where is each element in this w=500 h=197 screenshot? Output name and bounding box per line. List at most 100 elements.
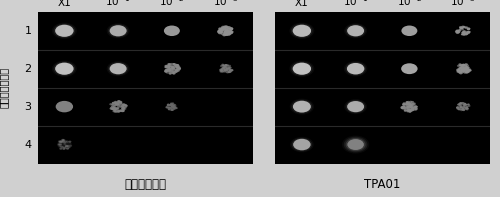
Circle shape <box>168 72 172 75</box>
Circle shape <box>402 107 406 109</box>
Circle shape <box>166 66 170 68</box>
Circle shape <box>464 104 468 106</box>
Circle shape <box>66 145 70 147</box>
Circle shape <box>462 108 464 110</box>
Circle shape <box>119 101 122 103</box>
Circle shape <box>173 65 176 68</box>
Circle shape <box>170 63 173 65</box>
Ellipse shape <box>348 139 364 150</box>
Circle shape <box>220 30 224 33</box>
Circle shape <box>172 68 174 70</box>
Circle shape <box>116 103 118 105</box>
Circle shape <box>468 31 470 33</box>
Circle shape <box>59 143 62 145</box>
Circle shape <box>464 63 468 66</box>
Circle shape <box>115 101 118 104</box>
Circle shape <box>229 70 232 72</box>
Circle shape <box>222 67 225 69</box>
Circle shape <box>114 110 117 112</box>
Circle shape <box>462 108 464 110</box>
Circle shape <box>224 30 228 33</box>
Circle shape <box>170 106 173 107</box>
Circle shape <box>221 70 224 72</box>
Circle shape <box>413 106 416 109</box>
Circle shape <box>172 68 175 70</box>
Ellipse shape <box>55 63 74 75</box>
Circle shape <box>166 104 170 106</box>
Circle shape <box>168 69 172 71</box>
Ellipse shape <box>342 136 369 153</box>
Circle shape <box>164 71 168 73</box>
Circle shape <box>121 105 124 108</box>
Circle shape <box>168 68 172 71</box>
Circle shape <box>458 64 462 67</box>
Text: $10^{-3}$: $10^{-3}$ <box>450 0 476 8</box>
Circle shape <box>168 104 172 106</box>
Circle shape <box>406 101 408 104</box>
Text: 混合酱酸培养基: 混合酱酸培养基 <box>0 67 9 108</box>
Circle shape <box>166 66 170 68</box>
Circle shape <box>168 104 170 106</box>
Circle shape <box>458 108 460 111</box>
Circle shape <box>406 110 410 112</box>
Circle shape <box>112 102 115 104</box>
Circle shape <box>220 32 224 35</box>
Circle shape <box>175 70 178 72</box>
Text: $10^{-1}$: $10^{-1}$ <box>343 0 368 8</box>
Circle shape <box>407 101 410 103</box>
Circle shape <box>408 105 412 107</box>
Circle shape <box>172 105 175 107</box>
Circle shape <box>408 104 412 106</box>
Circle shape <box>460 27 464 29</box>
Circle shape <box>114 107 116 109</box>
Circle shape <box>60 141 63 143</box>
Circle shape <box>403 103 406 106</box>
Circle shape <box>228 67 230 69</box>
Circle shape <box>461 102 464 104</box>
Circle shape <box>218 30 222 33</box>
Circle shape <box>174 106 176 108</box>
Circle shape <box>168 106 170 108</box>
Circle shape <box>229 27 234 30</box>
Circle shape <box>114 101 117 103</box>
Circle shape <box>466 108 468 110</box>
Ellipse shape <box>110 25 126 36</box>
Circle shape <box>404 107 406 110</box>
Circle shape <box>460 107 462 109</box>
Circle shape <box>117 101 120 103</box>
Circle shape <box>458 29 462 31</box>
Circle shape <box>457 104 460 106</box>
Circle shape <box>222 67 226 69</box>
Circle shape <box>402 103 406 106</box>
Circle shape <box>411 104 414 107</box>
Circle shape <box>228 67 232 69</box>
Circle shape <box>122 107 124 110</box>
Circle shape <box>458 108 460 110</box>
Circle shape <box>462 108 464 110</box>
Text: 1: 1 <box>24 26 32 36</box>
Circle shape <box>464 33 468 36</box>
Circle shape <box>114 107 118 110</box>
Circle shape <box>222 28 226 31</box>
Circle shape <box>114 102 117 105</box>
Circle shape <box>173 105 176 107</box>
Circle shape <box>226 31 230 34</box>
Circle shape <box>175 69 178 72</box>
Circle shape <box>406 108 408 110</box>
Circle shape <box>121 110 124 112</box>
Circle shape <box>64 147 66 149</box>
Circle shape <box>224 33 229 36</box>
Circle shape <box>225 64 228 66</box>
Circle shape <box>64 143 66 145</box>
Circle shape <box>172 106 174 108</box>
Circle shape <box>116 103 119 105</box>
Circle shape <box>462 67 466 69</box>
Circle shape <box>466 67 469 69</box>
Circle shape <box>466 70 470 72</box>
Circle shape <box>171 109 173 111</box>
Circle shape <box>458 104 461 106</box>
Circle shape <box>408 105 411 108</box>
Circle shape <box>468 69 471 71</box>
Circle shape <box>414 106 418 108</box>
Circle shape <box>226 30 230 33</box>
